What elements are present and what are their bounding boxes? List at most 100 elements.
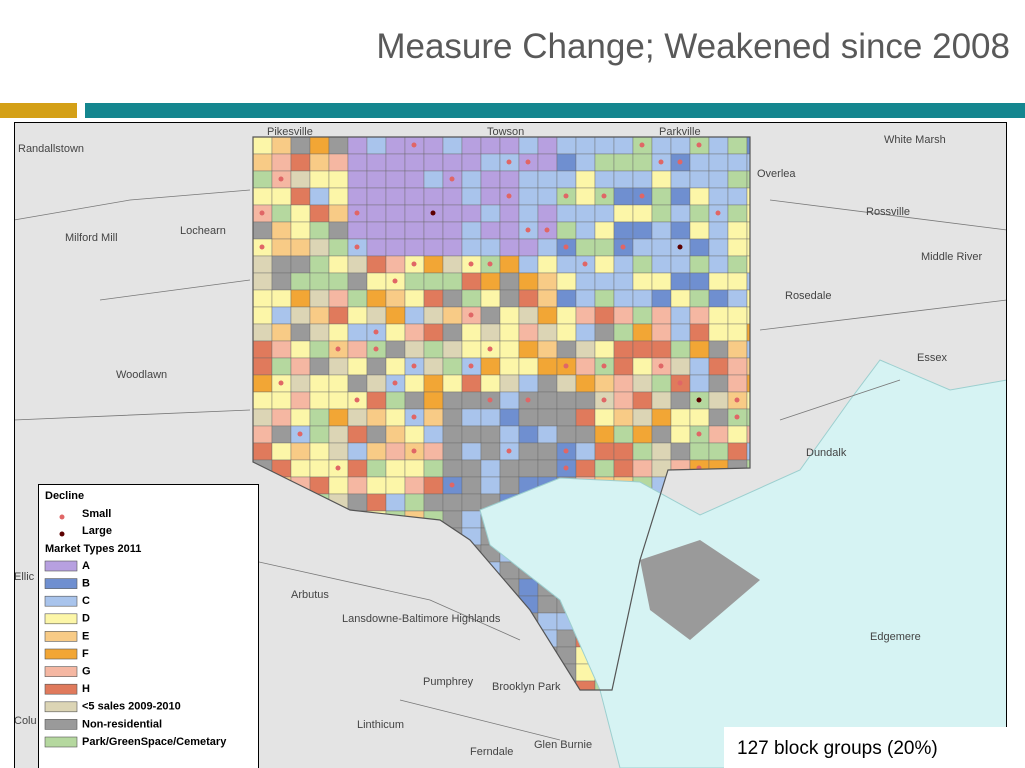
block-cell xyxy=(271,340,292,359)
block-cell xyxy=(442,306,463,325)
block-cell xyxy=(537,374,558,393)
city-boundary xyxy=(252,136,751,691)
block-cell xyxy=(290,238,311,257)
block-cell xyxy=(480,153,501,172)
block-cell xyxy=(632,442,653,461)
block-cell xyxy=(518,306,539,325)
block-cell xyxy=(366,137,387,155)
block-cell xyxy=(670,272,691,291)
block-cell xyxy=(746,306,750,325)
block-cell xyxy=(632,238,653,257)
block-cell xyxy=(746,442,750,461)
block-cell xyxy=(385,306,406,325)
block-cell xyxy=(385,408,406,427)
decline-dot xyxy=(335,465,341,471)
block-cell xyxy=(613,187,634,206)
block-cell xyxy=(442,153,463,172)
caption: 127 block groups (20%) xyxy=(737,738,938,759)
block-cell xyxy=(385,357,406,376)
block-cell xyxy=(366,459,387,478)
block-cell xyxy=(253,442,273,461)
block-cell xyxy=(651,323,672,342)
block-cell xyxy=(632,391,653,410)
block-cell xyxy=(708,357,729,376)
block-cell xyxy=(499,289,520,308)
decline-dot xyxy=(506,159,512,165)
block-cell xyxy=(708,408,729,427)
block-cell xyxy=(461,289,482,308)
block-cell xyxy=(404,221,425,240)
block-cell xyxy=(708,187,729,206)
block-cell xyxy=(594,340,615,359)
decline-dot xyxy=(487,261,493,267)
block-cell xyxy=(404,272,425,291)
block-cell xyxy=(480,187,501,206)
legend-label: <5 sales 2009-2010 xyxy=(82,701,181,713)
block-cell xyxy=(594,272,615,291)
block-cell xyxy=(537,306,558,325)
block-cell xyxy=(290,204,311,223)
block-cell xyxy=(651,170,672,189)
block-cell xyxy=(442,323,463,342)
block-cell xyxy=(328,204,349,223)
block-cell xyxy=(309,238,330,257)
block-cell xyxy=(423,153,444,172)
block-cell xyxy=(575,153,596,172)
block-cell xyxy=(594,204,615,223)
header-bar-teal xyxy=(85,103,1025,118)
decline-dot xyxy=(468,363,474,369)
block-cell xyxy=(575,238,596,257)
block-cell xyxy=(556,629,577,648)
block-cell xyxy=(708,255,729,274)
block-cell xyxy=(689,306,710,325)
block-cell xyxy=(290,374,311,393)
decline-dot xyxy=(563,193,569,199)
place-label: Linthicum xyxy=(357,719,404,731)
decline-dot xyxy=(506,448,512,454)
legend-label: Non-residential xyxy=(82,718,162,730)
block-cell xyxy=(518,170,539,189)
block-cell xyxy=(537,408,558,427)
legend-swatch xyxy=(44,719,78,730)
block-cell xyxy=(708,306,729,325)
block-cell xyxy=(480,476,501,495)
legend-label: Small xyxy=(82,508,111,520)
block-cell xyxy=(727,425,748,444)
block-cell xyxy=(423,408,444,427)
block-cell xyxy=(670,306,691,325)
block-cell xyxy=(613,153,634,172)
block-cell xyxy=(309,306,330,325)
place-label: White Marsh xyxy=(884,134,946,146)
block-cell xyxy=(461,187,482,206)
block-cell xyxy=(442,374,463,393)
block-cell xyxy=(518,374,539,393)
block-cell xyxy=(651,238,672,257)
block-cell xyxy=(632,204,653,223)
block-cell xyxy=(632,408,653,427)
block-cell xyxy=(556,204,577,223)
block-cell xyxy=(727,289,748,308)
block-cell xyxy=(651,255,672,274)
block-cell xyxy=(556,323,577,342)
block-cell xyxy=(689,272,710,291)
block-cell xyxy=(347,357,368,376)
block-cell xyxy=(461,153,482,172)
block-cell xyxy=(632,323,653,342)
block-cell xyxy=(480,204,501,223)
place-label: Middle River xyxy=(921,251,982,263)
block-cell xyxy=(385,187,406,206)
legend-swatch xyxy=(44,631,78,642)
decline-dot xyxy=(373,346,379,352)
block-cell xyxy=(613,425,634,444)
block-cell xyxy=(670,340,691,359)
block-cell xyxy=(575,323,596,342)
block-cell xyxy=(461,323,482,342)
block-cell xyxy=(689,374,710,393)
block-cell xyxy=(594,153,615,172)
legend-swatch xyxy=(44,666,78,677)
block-cell xyxy=(461,476,482,495)
block-cell xyxy=(746,408,750,427)
block-cell xyxy=(708,221,729,240)
block-cell xyxy=(499,391,520,410)
place-label: Pumphrey xyxy=(423,676,474,688)
